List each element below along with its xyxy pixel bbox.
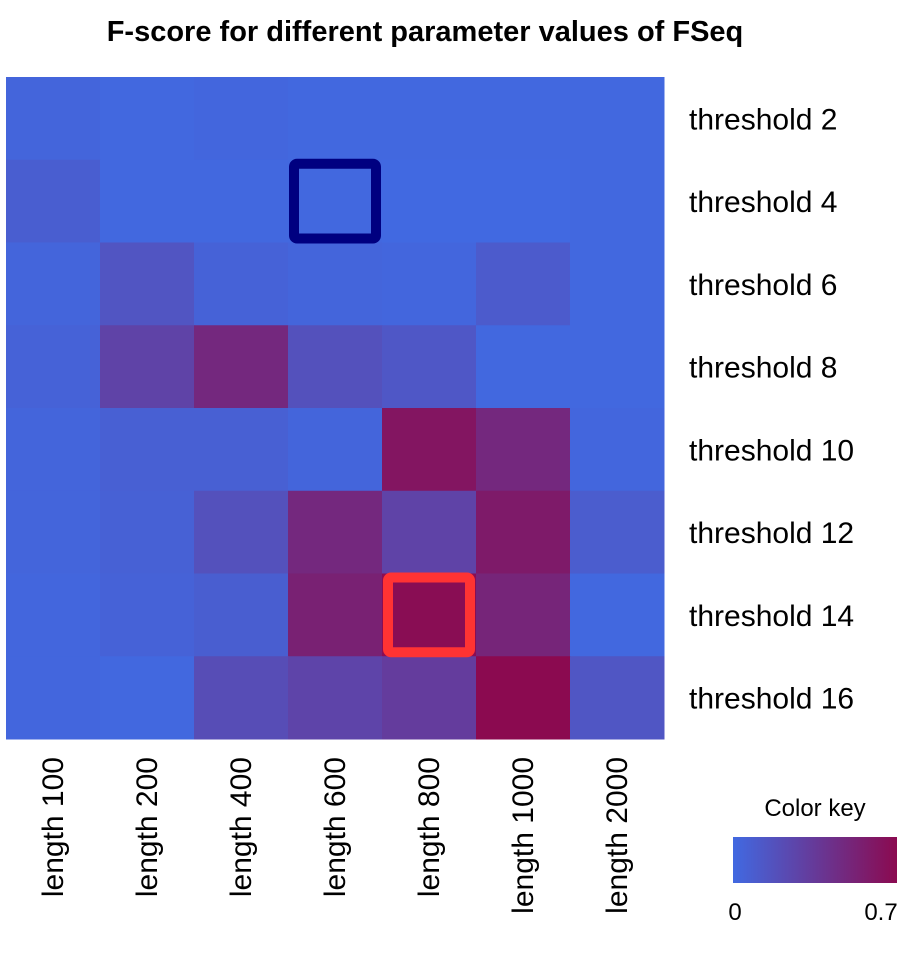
- row-label: threshold 16: [689, 683, 854, 716]
- column-label: length 800: [413, 757, 446, 897]
- heatmap-cell: [100, 490, 195, 574]
- highlight-box: [289, 158, 381, 244]
- heatmap-cell: [194, 408, 289, 492]
- highlight-box: [383, 572, 475, 658]
- heatmap-cell: [476, 159, 571, 243]
- heatmap-cell: [194, 77, 289, 161]
- heatmap-cell: [382, 159, 477, 243]
- heatmap-cell: [476, 77, 571, 161]
- heatmap-cell: [288, 408, 383, 492]
- heatmap-cell: [570, 77, 665, 161]
- heatmap-cell: [194, 242, 289, 326]
- heatmap-cell: [382, 490, 477, 574]
- heatmap-cell: [476, 242, 571, 326]
- heatmap-cell: [194, 490, 289, 574]
- heatmap-cell: [6, 325, 101, 409]
- heatmap-cell: [382, 408, 477, 492]
- row-label: threshold 4: [689, 186, 837, 219]
- heatmap-cell: [288, 490, 383, 574]
- heatmap-cell: [570, 159, 665, 243]
- heatmap-cell: [288, 573, 383, 657]
- column-label: length 100: [37, 757, 70, 897]
- column-label: length 400: [225, 757, 258, 897]
- highlight-boxes: [289, 158, 475, 658]
- heatmap-cells: [6, 77, 665, 740]
- column-label: length 2000: [601, 757, 634, 914]
- heatmap-cell: [288, 325, 383, 409]
- column-label: length 600: [319, 757, 352, 897]
- heatmap-cell: [100, 573, 195, 657]
- heatmap-cell: [476, 325, 571, 409]
- row-label: threshold 10: [689, 434, 854, 467]
- column-label: length 200: [131, 757, 164, 897]
- heatmap-cell: [570, 242, 665, 326]
- heatmap-cell: [288, 242, 383, 326]
- heatmap-cell: [570, 408, 665, 492]
- heatmap-cell: [6, 408, 101, 492]
- heatmap-cell: [288, 656, 383, 740]
- heatmap-cell: [570, 573, 665, 657]
- heatmap-cell: [288, 159, 383, 243]
- heatmap-cell: [100, 408, 195, 492]
- column-label: length 1000: [507, 757, 540, 914]
- heatmap-cell: [382, 325, 477, 409]
- heatmap-cell: [194, 573, 289, 657]
- color-key-bar: [733, 837, 897, 883]
- row-label: threshold 6: [689, 269, 837, 302]
- row-label: threshold 14: [689, 600, 854, 633]
- row-label: threshold 8: [689, 352, 837, 385]
- heatmap-cell: [570, 325, 665, 409]
- row-labels: threshold 2 threshold 4 threshold 6 thresho…: [689, 103, 854, 715]
- heatmap-cell: [570, 656, 665, 740]
- heatmap-cell: [476, 490, 571, 574]
- heatmap-cell: [382, 656, 477, 740]
- heatmap-cell: [6, 656, 101, 740]
- heatmap-cell: [570, 490, 665, 574]
- heatmap-cell: [382, 242, 477, 326]
- row-label: threshold 2: [689, 103, 837, 136]
- heatmap-cell: [6, 77, 101, 161]
- row-label: threshold 12: [689, 517, 854, 550]
- heatmap-cell: [6, 490, 101, 574]
- heatmap-cell: [476, 656, 571, 740]
- heatmap-cell: [288, 77, 383, 161]
- heatmap-cell: [476, 573, 571, 657]
- color-key-min-label: 0: [728, 899, 741, 926]
- heatmap-cell: [194, 159, 289, 243]
- heatmap-cell: [476, 408, 571, 492]
- heatmap-cell: [100, 242, 195, 326]
- heatmap-cell: [382, 77, 477, 161]
- heatmap-cell: [100, 77, 195, 161]
- heatmap-cell: [100, 656, 195, 740]
- color-key-title: Color key: [764, 795, 865, 822]
- heatmap-cell: [6, 159, 101, 243]
- column-labels: length 100 length 200 length 400 length 600…: [37, 757, 634, 914]
- heatmap-cell: [194, 656, 289, 740]
- color-key-max-label: 0.7: [864, 899, 897, 926]
- heatmap-cell: [6, 573, 101, 657]
- heatmap-cell: [6, 242, 101, 326]
- heatmap-cell: [194, 325, 289, 409]
- heatmap-cell: [382, 573, 477, 657]
- heatmap-cell: [100, 159, 195, 243]
- heatmap-cell: [100, 325, 195, 409]
- color-key: Color key 0 0.7: [728, 795, 897, 926]
- chart-title: F-score for different parameter values o…: [107, 16, 744, 48]
